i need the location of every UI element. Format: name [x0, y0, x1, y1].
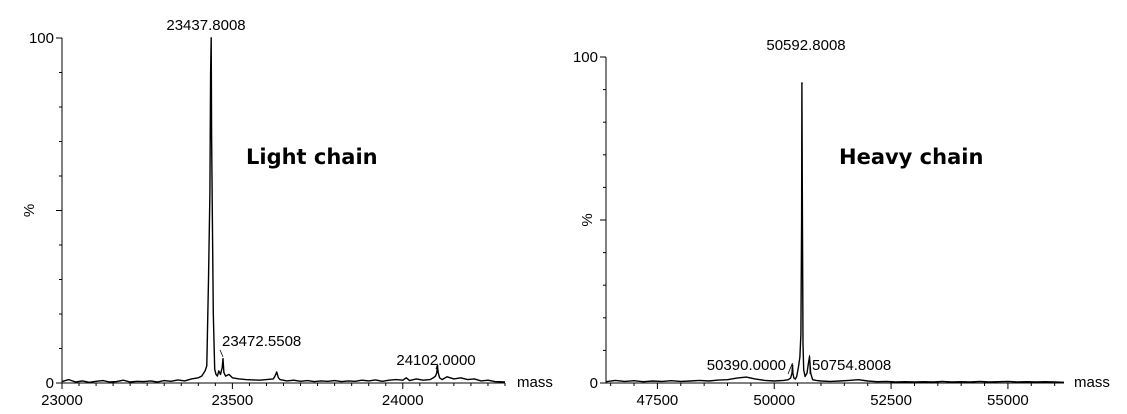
x-tick-label: 50000	[753, 392, 795, 409]
y-tick-label: 0	[46, 375, 54, 392]
peak-leader	[435, 363, 438, 370]
peak-label: 23472.5508	[222, 333, 301, 350]
y-tick-label: 100	[29, 30, 54, 47]
light-chain-spectrum: 0 100 23000 23500 24000 mass% Light chain 23437…	[21, 17, 553, 409]
peak-point	[222, 358, 224, 360]
y-axis-label: %	[21, 204, 38, 217]
heavy-chain-spectrum: 0 100 47500 50000 52500 55000 mass% Heavy chain…	[573, 37, 1110, 409]
peak-label: 23437.8008	[166, 17, 245, 34]
x-tick-label: 55000	[987, 392, 1029, 409]
peak-point	[210, 37, 212, 39]
spectrum-trace	[61, 37, 506, 383]
peak-leader	[219, 349, 224, 358]
peak-label: 50592.8008	[766, 37, 845, 54]
peak-label: 50390.0000	[707, 357, 786, 374]
x-tick-label: 23500	[212, 392, 254, 409]
y-tick-label: 100	[573, 49, 598, 66]
x-axis-label: mass	[1074, 374, 1110, 391]
chain-title: Heavy chain	[839, 145, 983, 169]
x-tick-label: 47500	[637, 392, 679, 409]
x-tick-label: 52500	[870, 392, 912, 409]
peak-point	[801, 82, 803, 84]
peak-label: 50754.8008	[812, 357, 891, 374]
spectrum-trace	[605, 82, 1065, 383]
x-axis-label: mass	[517, 374, 553, 391]
chain-title: Light chain	[246, 145, 378, 169]
x-tick-label: 24000	[382, 392, 424, 409]
peak-label: 24102.0000	[396, 352, 475, 369]
y-axis-label: %	[579, 213, 596, 226]
y-tick-label: 0	[590, 375, 598, 392]
peak-leader	[787, 362, 793, 375]
x-tick-label: 23000	[41, 392, 83, 409]
